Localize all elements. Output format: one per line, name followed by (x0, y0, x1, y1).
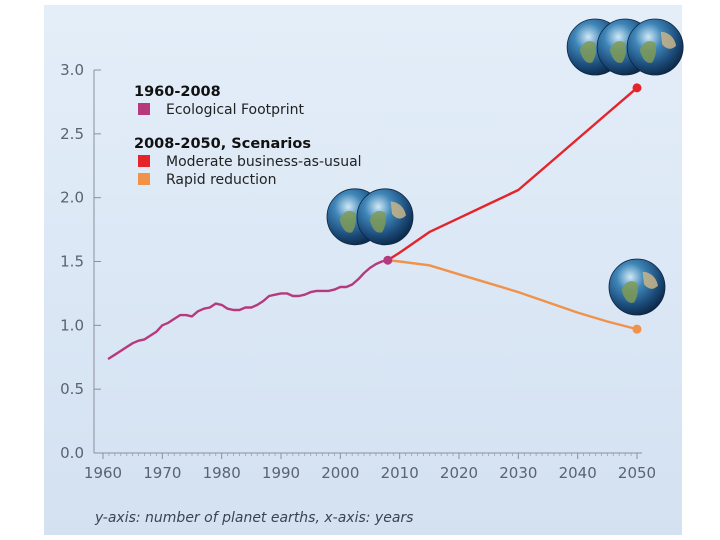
y-tick-label: 1.0 (60, 316, 84, 334)
endpoint-marker (632, 83, 642, 93)
earth-globe-icon (608, 258, 666, 316)
legend-heading: 2008-2050, Scenarios (134, 136, 311, 152)
y-tick-label: 2.5 (60, 125, 84, 143)
x-axis-ticks: 1960 1970 1980 1990 2000 2010 2020 2030 2040 2050 (84, 453, 656, 482)
y-tick-label: 0.5 (60, 380, 84, 398)
earths-2050-high-icon (566, 18, 684, 76)
y-tick-label: 3.0 (60, 61, 84, 79)
y-tick-label: 0.0 (60, 444, 84, 462)
axis-caption: y-axis: number of planet earths, x-axis:… (94, 510, 413, 526)
x-tick-label: 2040 (559, 464, 597, 482)
legend-heading: 1960-2008 (134, 84, 221, 100)
x-tick-label: 1980 (203, 464, 241, 482)
x-tick-label: 2030 (499, 464, 537, 482)
legend-swatch (138, 103, 150, 115)
legend-swatch (138, 173, 150, 185)
x-tick-label: 2020 (440, 464, 478, 482)
legend: 1960-2008 Ecological Footprint 2008-2050, … (134, 84, 362, 188)
x-tick-label: 1990 (262, 464, 300, 482)
earths-2050-low-icon (608, 258, 666, 316)
endpoint-marker (632, 324, 642, 334)
x-tick-label: 2000 (321, 464, 359, 482)
marker-layer (383, 83, 642, 334)
earth-globe-icon (356, 188, 414, 246)
earths-2008-icon (326, 188, 414, 246)
y-tick-label: 1.5 (60, 253, 84, 271)
chart-background (44, 5, 682, 535)
earth-icon-layer (326, 18, 684, 316)
endpoint-marker (383, 255, 393, 265)
earth-globe-icon (626, 18, 684, 76)
y-tick-label: 2.0 (60, 189, 84, 207)
series-layer (107, 86, 639, 360)
x-tick-label: 2010 (381, 464, 419, 482)
legend-label: Moderate business-as-usual (166, 154, 362, 170)
series-line-rapid-reduction (386, 259, 639, 331)
legend-label: Ecological Footprint (166, 102, 305, 118)
series-line-moderate-business-as-usual (386, 86, 639, 262)
x-tick-label: 1960 (84, 464, 122, 482)
legend-label: Rapid reduction (166, 172, 276, 188)
series-line-ecological-footprint (107, 259, 389, 360)
x-tick-label: 2050 (618, 464, 656, 482)
axes (93, 70, 642, 454)
x-tick-label: 1970 (143, 464, 181, 482)
legend-swatch (138, 155, 150, 167)
y-axis-ticks: 0.0 0.5 1.0 1.5 2.0 2.5 3.0 (60, 61, 101, 462)
